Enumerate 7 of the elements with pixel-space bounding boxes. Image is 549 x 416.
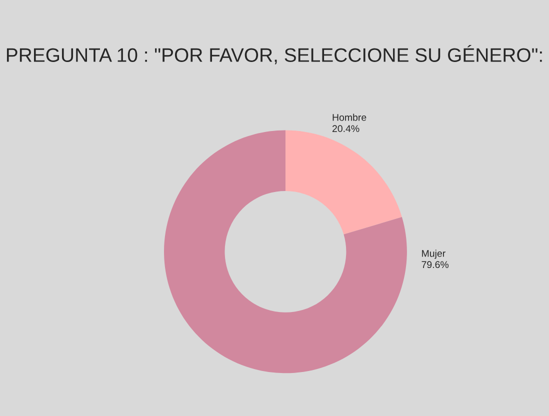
chart-title: PREGUNTA 10 : "POR FAVOR, SELECCIONE SU GÉNERO": (6, 44, 542, 64)
donut-slice (285, 130, 402, 234)
donut-slice (164, 130, 407, 374)
data-label: 79.6% (422, 261, 449, 268)
slice-label: Hombre (332, 114, 366, 121)
data-label: 20.4% (332, 125, 360, 132)
slice-label: Mujer (422, 250, 446, 259)
